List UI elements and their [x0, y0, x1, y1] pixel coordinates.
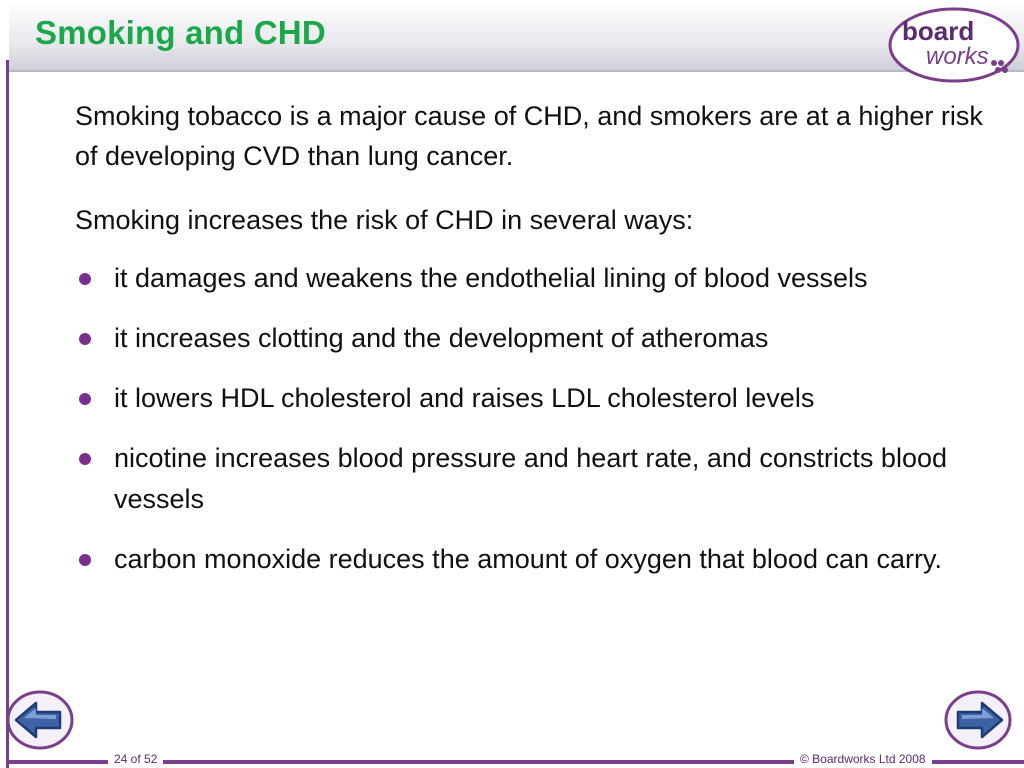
list-item: carbon monoxide reduces the amount of ox… [75, 539, 1010, 580]
list-item: it damages and weakens the endothelial l… [75, 258, 1010, 299]
title-bar [9, 0, 1024, 72]
logo-word-board: board [902, 16, 974, 46]
boardworks-logo: board works [888, 7, 1020, 83]
bullet-dot-icon [79, 393, 91, 405]
bullet-dot-icon [79, 273, 91, 285]
list-item: it lowers HDL cholesterol and raises LDL… [75, 378, 1010, 419]
previous-slide-button[interactable] [6, 690, 74, 750]
intro-paragraph: Smoking tobacco is a major cause of CHD,… [75, 101, 983, 171]
logo-word-works: works [926, 43, 989, 70]
bullet-dot-icon [79, 453, 91, 465]
page-number: 24 of 52 [108, 750, 164, 768]
bullet-dot-icon [79, 333, 91, 345]
arrow-left-icon [14, 701, 62, 739]
arrow-right-icon [956, 701, 1004, 739]
left-frame-border [6, 60, 9, 768]
slide-body: Smoking tobacco is a major cause of CHD,… [75, 96, 1010, 599]
next-slide-button[interactable] [944, 690, 1012, 750]
copyright-notice: © Boardworks Ltd 2008 [794, 750, 932, 768]
risk-list: it damages and weakens the endothelial l… [75, 258, 1010, 580]
lead-paragraph: Smoking increases the risk of CHD in sev… [75, 205, 694, 235]
title-bar-highlight [9, 0, 1024, 3]
footer-rule [6, 760, 1024, 764]
bullet-dot-icon [79, 554, 91, 566]
slide-title: Smoking and CHD [35, 14, 326, 51]
list-item: nicotine increases blood pressure and he… [75, 438, 1010, 520]
list-item: it increases clotting and the developmen… [75, 318, 1010, 359]
